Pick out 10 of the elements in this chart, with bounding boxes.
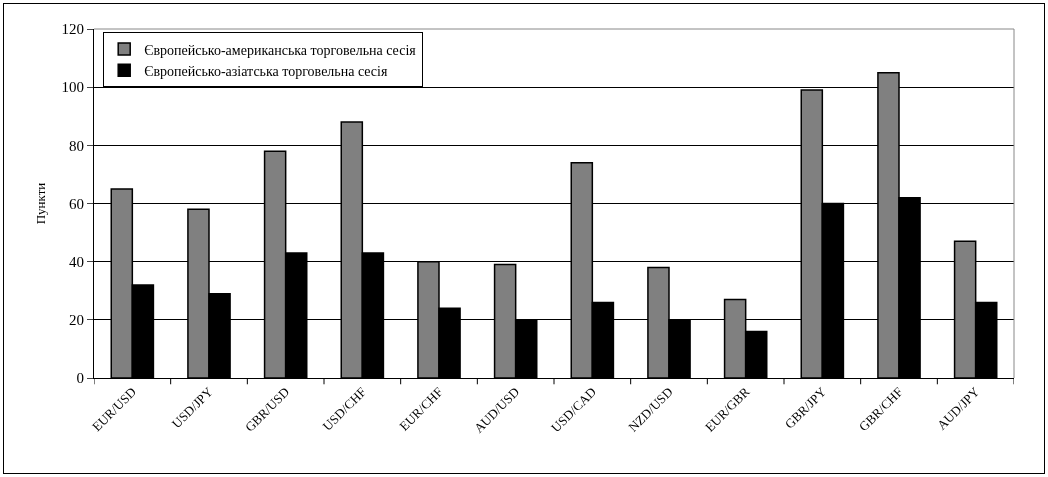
y-tick-label: 100 bbox=[61, 79, 84, 96]
y-tick-label: 60 bbox=[69, 195, 84, 212]
y-axis-title: Пункти bbox=[33, 182, 49, 225]
y-tick-label: 80 bbox=[69, 137, 84, 154]
y-tick-label: 20 bbox=[69, 312, 84, 329]
y-tick-label: 40 bbox=[69, 253, 84, 270]
legend-label: Європейсько-американська торговельна сесія bbox=[144, 42, 417, 58]
legend-label: Європейсько-азіатська торговельна сесія bbox=[144, 63, 388, 79]
y-tick-label: 0 bbox=[76, 370, 84, 387]
y-tick-label: 120 bbox=[61, 21, 84, 38]
